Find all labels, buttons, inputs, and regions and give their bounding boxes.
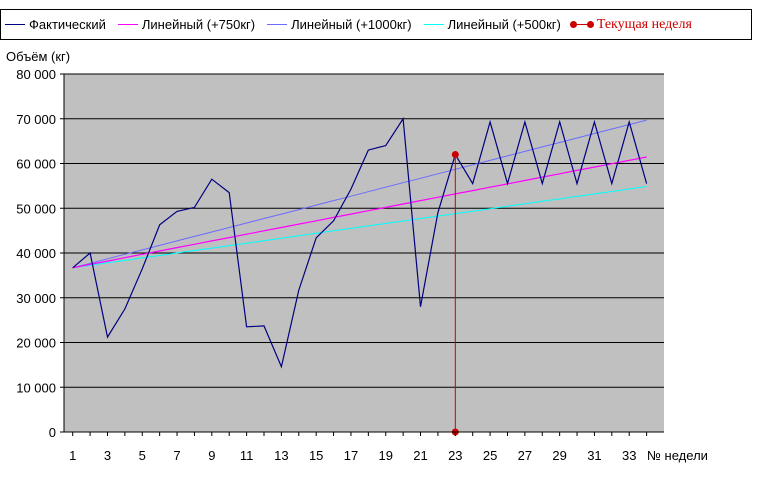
y-tick-label: 80 000 xyxy=(16,67,56,82)
x-tick-label: 27 xyxy=(518,448,532,463)
x-tick-label: 23 xyxy=(448,448,462,463)
legend-swatch xyxy=(267,24,288,25)
x-tick-label: 17 xyxy=(344,448,358,463)
legend-label: Текущая неделя xyxy=(596,16,692,32)
x-tick-label: 13 xyxy=(274,448,288,463)
legend-item: Текущая неделя xyxy=(569,16,692,33)
legend: Фактический Линейный (+750кг) Линейный (+1… xyxy=(0,9,752,40)
x-tick-label: 15 xyxy=(309,448,323,463)
legend-item: Линейный (+500кг) xyxy=(423,17,561,32)
x-tick-label: 31 xyxy=(587,448,601,463)
legend-swatch xyxy=(569,21,594,28)
legend-label: Фактический xyxy=(29,17,106,32)
x-tick-label: 11 xyxy=(240,448,254,463)
legend-item: Линейный (+1000кг) xyxy=(267,17,412,32)
y-tick-label: 0 xyxy=(49,425,56,440)
legend-label: Линейный (+1000кг) xyxy=(291,17,412,32)
legend-swatch xyxy=(5,24,25,25)
current-week-marker-top xyxy=(451,151,459,159)
series-group xyxy=(72,117,648,369)
y-tick-label: 10 000 xyxy=(16,380,56,395)
series-line-1 xyxy=(72,156,647,269)
y-tick-label: 50 000 xyxy=(16,201,56,216)
x-axis-title: № недели xyxy=(647,448,708,463)
x-tick-label: 21 xyxy=(413,448,427,463)
legend-swatch xyxy=(423,24,444,25)
legend-label: Линейный (+750кг) xyxy=(141,17,256,32)
legend-marker-dot xyxy=(569,21,577,28)
y-tick-label: 70 000 xyxy=(16,112,56,127)
grid-lines xyxy=(64,73,664,388)
x-tick-label: 3 xyxy=(104,448,111,463)
x-tick-label: 1 xyxy=(69,448,76,463)
legend-marker-dot xyxy=(586,21,594,28)
legend-label: Линейный (+500кг) xyxy=(447,17,561,32)
series-line-2 xyxy=(72,119,647,269)
x-tick-label: 7 xyxy=(173,448,180,463)
y-tick-label: 60 000 xyxy=(16,157,56,172)
y-tick-label: 20 000 xyxy=(16,336,56,351)
x-tick-label: 19 xyxy=(379,448,393,463)
axes-group: 0 10 000 20 000 30 000 40 000 50 000 60 000 70 … xyxy=(16,67,664,463)
y-tick-label: 40 000 xyxy=(16,246,56,261)
x-tick-label: 33 xyxy=(622,448,636,463)
legend-item: Фактический xyxy=(5,17,106,32)
x-tick-label: 25 xyxy=(483,448,497,463)
y-tick-label: 30 000 xyxy=(16,291,56,306)
series-line-3 xyxy=(72,186,647,269)
x-tick-label: 29 xyxy=(552,448,566,463)
x-tick-label: 9 xyxy=(208,448,215,463)
legend-swatch xyxy=(117,24,138,25)
y-axis-title: Объём (кг) xyxy=(6,49,70,64)
series-line-0 xyxy=(72,117,648,369)
x-tick-label: 5 xyxy=(139,448,146,463)
legend-item: Линейный (+750кг) xyxy=(117,17,256,32)
